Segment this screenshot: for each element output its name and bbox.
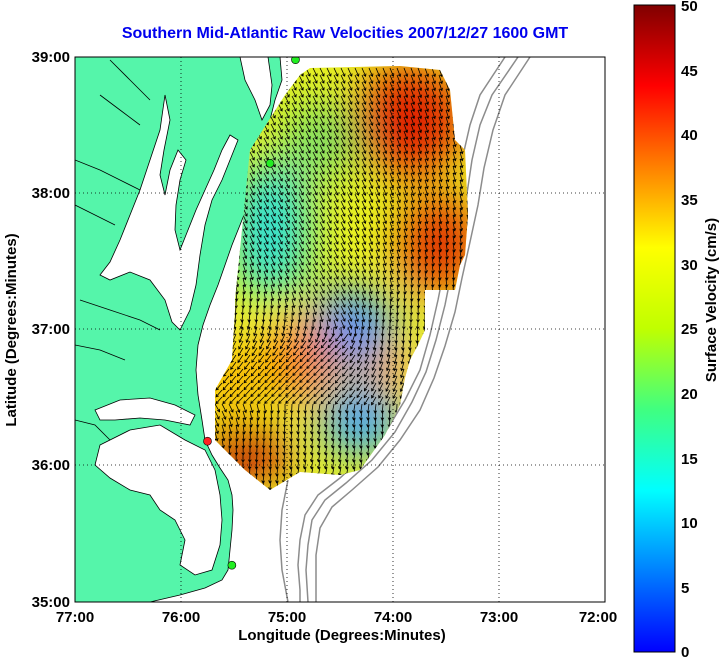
colorbar-tick-label: 15 [681, 451, 698, 468]
chesapeake-bay [99, 94, 239, 331]
y-tick-label: 39:00 [32, 49, 70, 66]
y-tick-label: 37:00 [32, 321, 70, 338]
y-tick-labels: 39:00 38:00 37:00 36:00 35:00 [32, 49, 70, 611]
x-axis-title: Longitude (Degrees:Minutes) [238, 627, 446, 644]
radar-stations [203, 57, 300, 570]
station-north [291, 57, 300, 65]
station-hatteras [227, 560, 237, 570]
x-tick-labels: 77:00 76:00 75:00 74:00 73:00 72:00 [56, 609, 617, 626]
colorbar-tick-label: 10 [681, 515, 698, 532]
colorbar-tick-labels: 50 45 40 35 30 25 20 15 10 5 0 [681, 0, 698, 659]
y-tick-label: 36:00 [32, 457, 70, 474]
delaware-bay [239, 57, 273, 121]
colorbar-tick-label: 35 [681, 192, 698, 209]
y-tick-label: 35:00 [32, 594, 70, 611]
colorbar-tick-label: 30 [681, 257, 698, 274]
grid-lines [75, 57, 605, 602]
colorbar-tick-label: 0 [681, 644, 689, 659]
x-tick-label: 72:00 [579, 609, 617, 626]
station-duck [203, 436, 212, 446]
station-delaware [265, 158, 275, 168]
colorbar-tick-label: 20 [681, 386, 698, 403]
river-system [75, 59, 161, 441]
colorbar-title: Surface Velocity (cm/s) [703, 218, 720, 382]
plot-title: Southern Mid-Atlantic Raw Velocities 200… [122, 25, 569, 42]
x-tick-label: 73:00 [480, 609, 518, 626]
x-tick-label: 75:00 [268, 609, 306, 626]
albemarle-sound [94, 397, 196, 426]
colorbar-tick-label: 45 [681, 63, 698, 80]
colorbar [633, 4, 676, 653]
y-tick-label: 38:00 [32, 185, 70, 202]
pamlico-sound [94, 424, 223, 576]
y-axis-title: Latitude (Degrees:Minutes) [3, 233, 20, 426]
colorbar-tick-label: 50 [681, 0, 698, 15]
x-tick-label: 74:00 [374, 609, 412, 626]
colorbar-tick-label: 25 [681, 321, 698, 338]
plot-frame [74, 56, 606, 603]
colorbar-tick-label: 40 [681, 127, 698, 144]
colorbar-tick-label: 5 [681, 580, 689, 597]
x-tick-label: 76:00 [162, 609, 200, 626]
x-tick-label: 77:00 [56, 609, 94, 626]
